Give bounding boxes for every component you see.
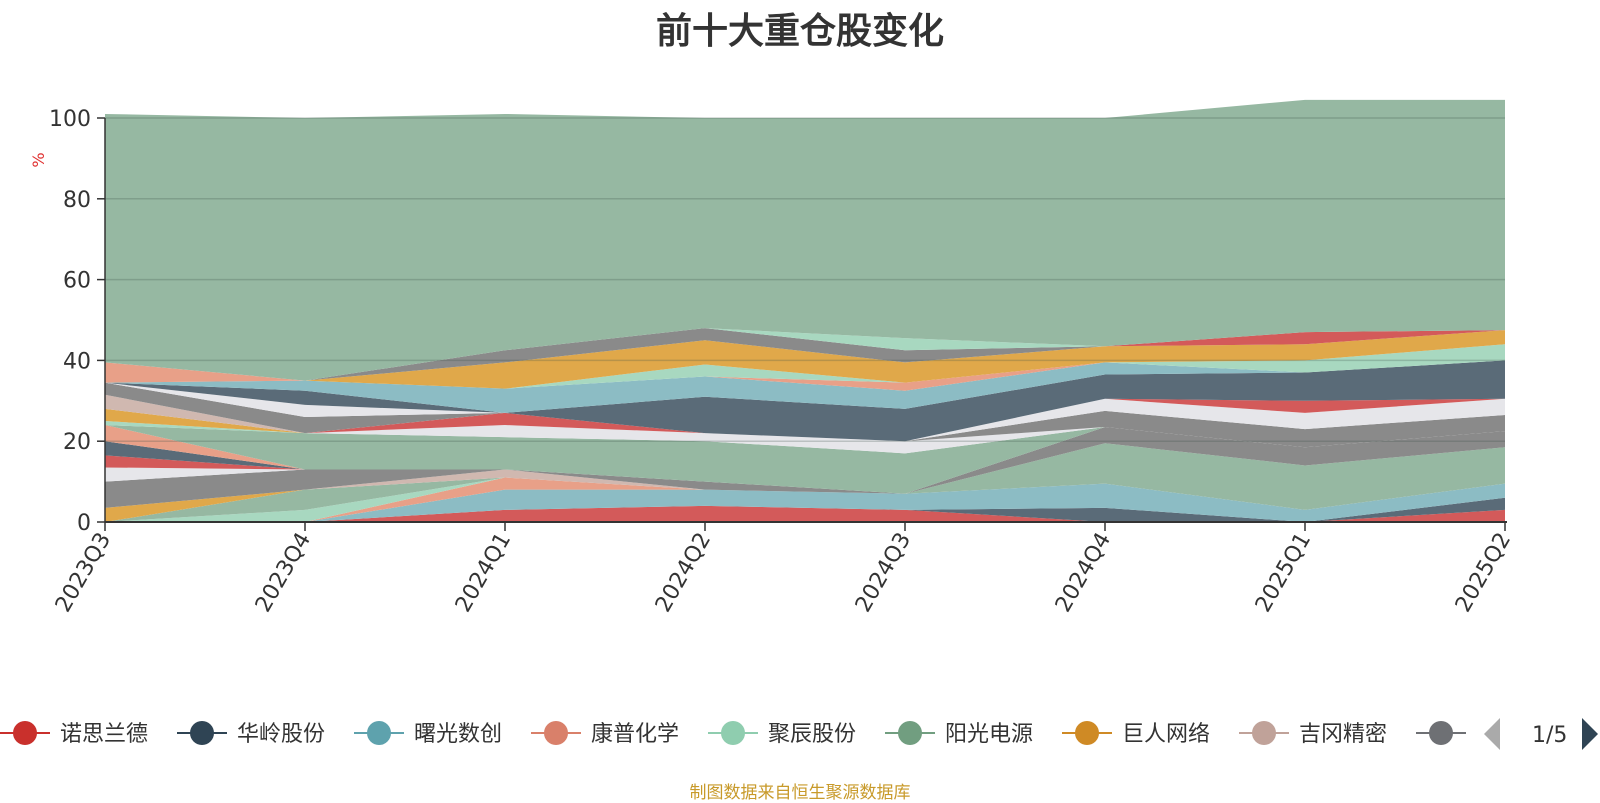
area-series-8 [105,427,1505,508]
legend-marker-icon [367,721,391,745]
legend-label: 康普化学 [591,722,679,747]
legend-label: 曙光数创 [414,722,502,747]
area-series-0 [105,505,1505,522]
legend-item[interactable]: 聚辰股份 [708,721,856,747]
legend-label: 阳光电源 [945,722,1033,747]
legend: 诺思兰德 华岭股份 曙光数创 康普化学 聚辰股份 阳光电源 巨人网络 吉冈精密 1/5 [0,712,1598,756]
legend-label: 华岭股份 [237,722,325,747]
area-series-32 [105,99,1505,381]
legend-label: 巨人网络 [1122,722,1210,747]
y-axis-label: % [29,152,48,167]
legend-item[interactable] [1416,721,1466,745]
legend-marker-icon [13,721,37,745]
area-series-31 [105,328,1505,381]
area-series-1 [105,497,1505,522]
area-series-28 [105,330,1505,389]
x-tick-label: 2024Q2 [651,529,716,617]
legend-marker-icon [190,721,214,745]
legend-item[interactable]: 阳光电源 [885,721,1033,747]
legend-marker-icon [721,721,745,745]
chart-title: 前十大重仓股变化 [655,11,944,52]
x-tick-label: 2025Q1 [1251,529,1316,617]
x-tick-label: 2024Q3 [851,529,916,617]
y-tick-label: 20 [63,430,91,455]
area-series-4 [105,477,1505,522]
legend-marker-icon [1075,721,1099,745]
legend-page-indicator: 1/5 [1532,723,1567,748]
legend-label: 吉冈精密 [1299,722,1387,747]
legend-marker-icon [1252,721,1276,745]
area-series-22 [105,360,1505,434]
legend-item[interactable]: 华岭股份 [177,721,325,747]
grid-lines [105,117,1505,442]
legend-item[interactable]: 巨人网络 [1062,721,1210,747]
legend-label: 聚辰股份 [768,722,856,747]
legend-item[interactable]: 康普化学 [531,721,679,747]
area-series-16 [105,410,1505,448]
area-series-5 [105,443,1505,522]
y-tick-label: 100 [49,107,91,132]
legend-marker-icon [898,721,922,745]
y-tick-label: 40 [63,349,91,374]
area-series-27 [105,344,1505,389]
x-tick-label: 2023Q3 [51,529,116,617]
x-tick-label: 2024Q4 [1051,529,1116,617]
y-tick-label: 80 [63,188,91,213]
x-tick-label: 2023Q4 [251,529,316,617]
legend-item[interactable]: 诺思兰德 [0,721,148,747]
data-source-note: 制图数据来自恒生聚源数据库 [689,783,911,803]
legend-next-triangle-right-icon[interactable] [1582,718,1598,750]
area-series-13 [105,425,1505,494]
area-series [105,99,1505,522]
legend-item[interactable]: 吉冈精密 [1239,721,1387,747]
legend-item[interactable]: 曙光数创 [354,721,502,747]
legend-label: 诺思兰德 [60,722,148,747]
x-tick-label: 2024Q1 [451,529,516,617]
area-series-25 [105,360,1505,413]
x-tick-label: 2025Q2 [1451,529,1516,617]
legend-prev-triangle-left-icon[interactable] [1484,718,1500,750]
y-tick-label: 60 [63,269,91,294]
legend-marker-icon [1429,721,1453,745]
y-tick-label: 0 [77,511,91,536]
area-series-21 [105,360,1505,442]
legend-marker-icon [544,721,568,745]
area-series-17 [105,398,1505,442]
area-series-2 [105,483,1505,522]
